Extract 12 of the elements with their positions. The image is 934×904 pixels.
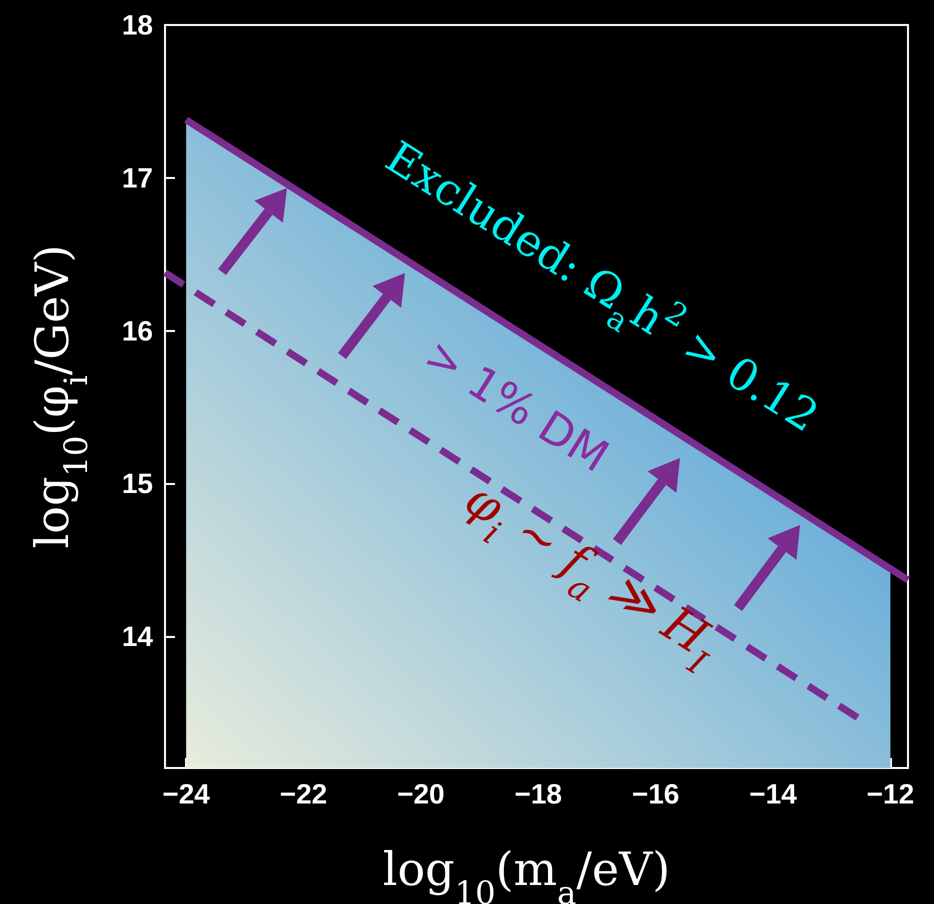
x-tick-label: −12 xyxy=(866,778,914,810)
y-tick-label: 14 xyxy=(122,621,154,652)
y-tick-label: 17 xyxy=(122,162,153,194)
x-tick-label: −22 xyxy=(280,778,328,810)
y-tick-label: 16 xyxy=(122,315,153,346)
x-tick-label: −18 xyxy=(514,778,562,810)
x-tick-label: −20 xyxy=(397,778,445,810)
x-tick-label: −16 xyxy=(632,778,680,810)
x-tick-label: −14 xyxy=(749,778,798,810)
y-tick-label: 15 xyxy=(122,468,153,500)
x-tick-label: −24 xyxy=(162,778,210,810)
y-tick-label: 18 xyxy=(122,10,153,40)
